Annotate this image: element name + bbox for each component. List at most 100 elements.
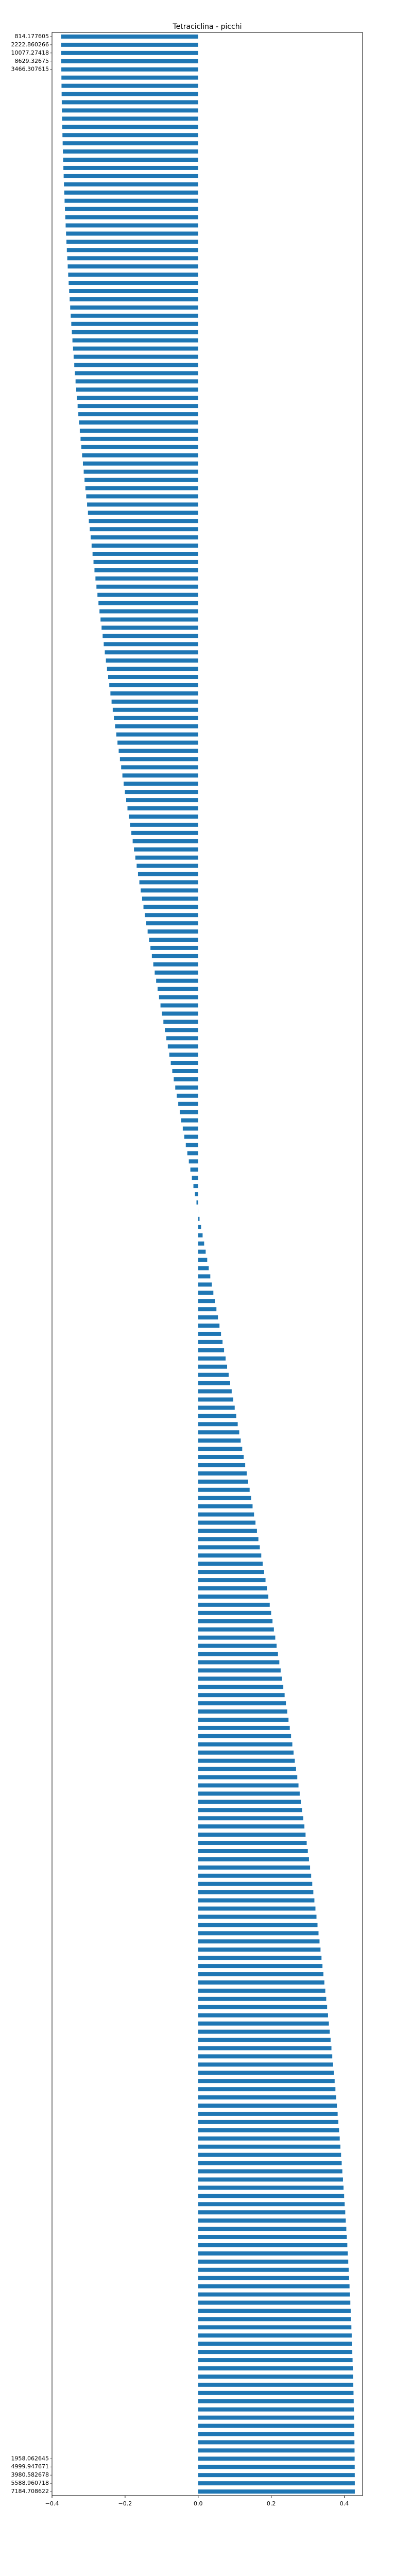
bar (150, 945, 198, 950)
bar (198, 1947, 321, 1952)
bar (63, 165, 198, 170)
bar (83, 469, 198, 474)
bar (198, 2013, 328, 2018)
bar (198, 2185, 344, 2190)
bar (198, 1693, 285, 1698)
x-tick-label: 0.2 (267, 2500, 276, 2507)
bar (198, 2210, 346, 2215)
bar (134, 847, 198, 852)
bar (61, 83, 198, 88)
bar (198, 1479, 248, 1484)
bar (198, 2333, 352, 2338)
bar (188, 1159, 198, 1164)
bar (198, 1833, 306, 1837)
bar (143, 905, 198, 909)
bar (181, 1118, 198, 1123)
bar (198, 2300, 351, 2305)
bar (198, 1249, 206, 1254)
bar (198, 1282, 212, 1287)
bar (198, 1496, 251, 1500)
bar (198, 1520, 256, 1525)
bar (198, 1389, 232, 1394)
bar (198, 1562, 263, 1566)
bar (63, 149, 198, 154)
bar (166, 1036, 198, 1041)
bar (149, 938, 198, 942)
bar (198, 2046, 332, 2050)
bar (198, 1447, 243, 1451)
bar (167, 1044, 198, 1049)
bar (193, 1184, 198, 1189)
bar (198, 2284, 350, 2289)
bar (106, 658, 198, 663)
bar (184, 1134, 198, 1139)
y-tick-label: 3980.582678 (11, 2471, 49, 2478)
bar (132, 839, 198, 843)
bar (198, 1611, 271, 1615)
bar (198, 1767, 296, 1771)
bar (198, 1430, 239, 1435)
bar (198, 1865, 311, 1870)
bar (146, 921, 198, 926)
bar (65, 207, 198, 211)
bar (198, 2276, 349, 2280)
bar (81, 445, 198, 449)
y-tick-label: 1958.062645 (11, 2455, 49, 2462)
bar (104, 642, 198, 647)
bar (198, 1512, 254, 1517)
bar (198, 2095, 336, 2100)
bar (198, 2325, 352, 2330)
bar (153, 962, 198, 967)
bar (198, 1652, 278, 1656)
bar (90, 527, 198, 532)
bar (198, 1988, 325, 1993)
bar (198, 2489, 355, 2494)
bar (178, 1101, 198, 1106)
bar (185, 1143, 198, 1147)
bar (198, 2111, 338, 2116)
bar (198, 1594, 269, 1599)
bar (198, 1750, 294, 1755)
bar (198, 2366, 353, 2370)
bar (198, 1923, 318, 1927)
bar (145, 913, 198, 918)
bar (198, 1471, 247, 1476)
bar (109, 683, 198, 687)
bar (62, 116, 198, 121)
bar (64, 182, 198, 187)
bar (94, 568, 198, 572)
bar (198, 1315, 218, 1320)
bar (198, 1758, 295, 1763)
x-axis-ticks: −0.4 −0.2 0.0 0.2 0.4 (45, 2496, 349, 2507)
bar (64, 198, 198, 203)
bar (151, 954, 198, 958)
bar (198, 1348, 225, 1352)
bar (198, 1873, 312, 1878)
bar (198, 2218, 346, 2223)
bar (198, 1668, 281, 1673)
bar (198, 1800, 301, 1804)
bar (138, 872, 198, 876)
bar (198, 1841, 307, 1845)
bar (61, 50, 198, 55)
bar (198, 1455, 244, 1459)
bar (65, 223, 198, 228)
bar (198, 1537, 259, 1541)
bar (142, 896, 198, 901)
bar (89, 519, 198, 523)
bar (198, 1980, 324, 1985)
bar (67, 256, 198, 261)
bar (75, 371, 198, 376)
bar (111, 699, 198, 704)
y-tick-label: 7184.708622 (11, 2488, 49, 2495)
bar (141, 888, 198, 893)
bar (198, 2407, 354, 2412)
bar (198, 2194, 345, 2198)
bars-group (61, 34, 355, 2494)
bar (84, 478, 198, 482)
bar (195, 1192, 198, 1197)
bar (198, 1996, 327, 2001)
bar (100, 617, 198, 622)
bar (66, 231, 198, 236)
